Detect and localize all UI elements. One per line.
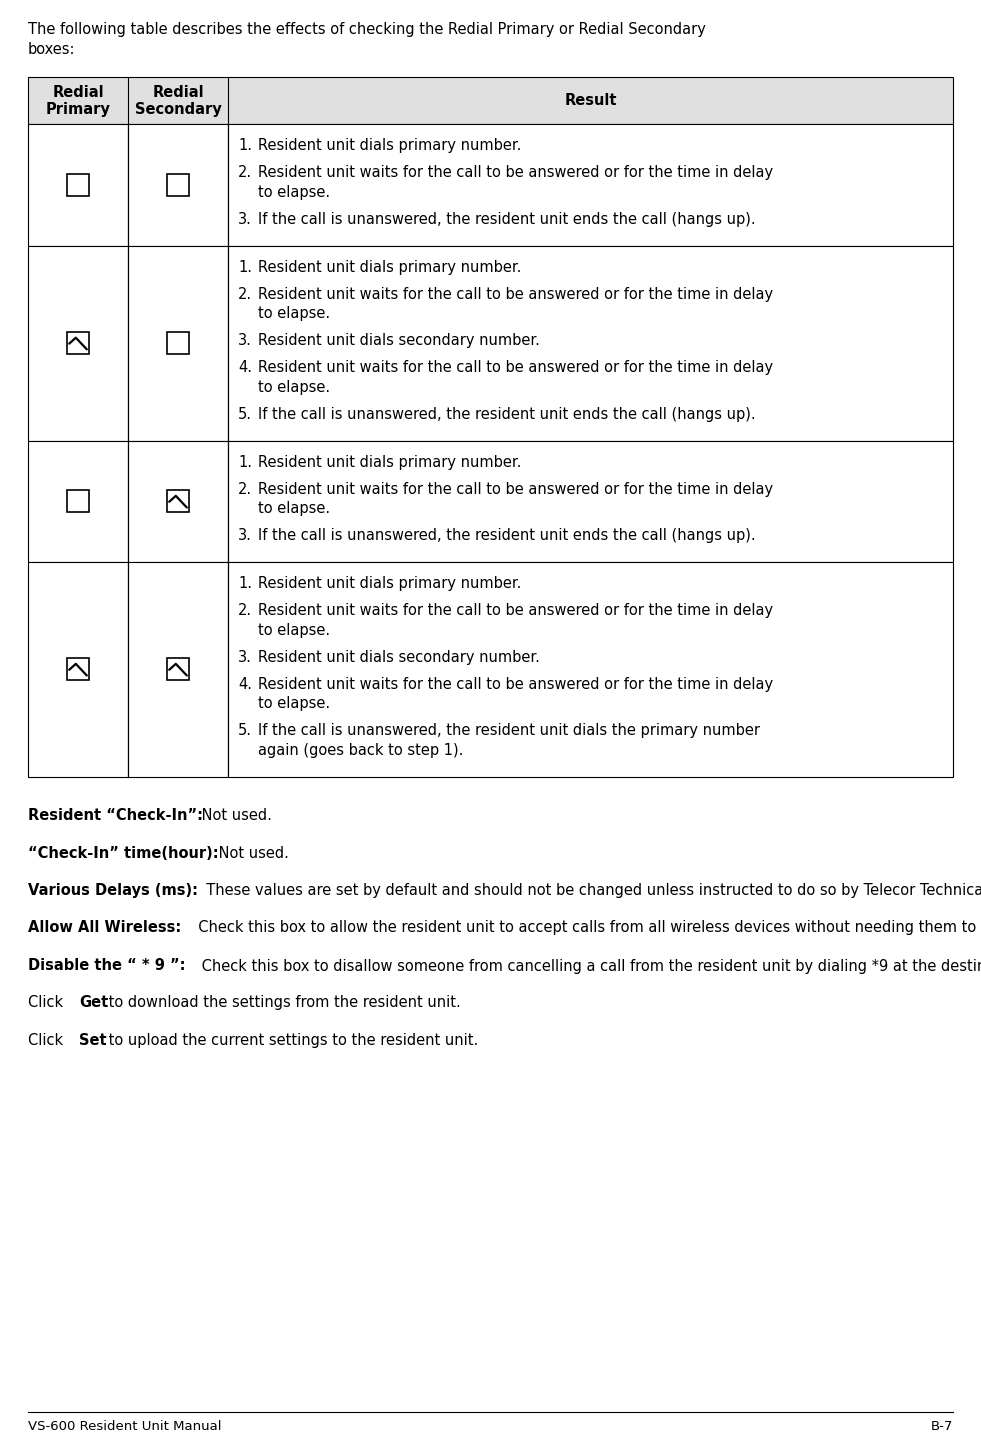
Text: Set: Set — [78, 1032, 106, 1048]
Text: 2.: 2. — [238, 603, 252, 619]
Text: Not used.: Not used. — [197, 809, 272, 823]
Text: Click: Click — [28, 1032, 68, 1048]
Text: to download the settings from the resident unit.: to download the settings from the reside… — [104, 995, 461, 1011]
Text: Get: Get — [78, 995, 108, 1011]
Bar — [67, 333, 89, 354]
Bar — [28, 125, 128, 245]
Text: If the call is unanswered, the resident unit ends the call (hangs up).: If the call is unanswered, the resident … — [258, 407, 755, 423]
Text: 3.: 3. — [238, 649, 252, 665]
Text: Resident unit waits for the call to be answered or for the time in delay: Resident unit waits for the call to be a… — [258, 166, 773, 180]
Text: If the call is unanswered, the resident unit ends the call (hangs up).: If the call is unanswered, the resident … — [258, 212, 755, 227]
Text: “Check-In” time(hour):: “Check-In” time(hour): — [28, 845, 219, 861]
Text: Resident unit dials primary number.: Resident unit dials primary number. — [258, 454, 521, 469]
Text: 1.: 1. — [238, 454, 252, 469]
Text: Resident unit waits for the call to be answered or for the time in delay: Resident unit waits for the call to be a… — [258, 286, 773, 302]
Bar — [228, 245, 953, 441]
Bar — [128, 245, 228, 441]
Text: Resident unit dials primary number.: Resident unit dials primary number. — [258, 138, 521, 154]
Text: 2.: 2. — [238, 166, 252, 180]
Bar — [67, 491, 89, 513]
Text: If the call is unanswered, the resident unit ends the call (hangs up).: If the call is unanswered, the resident … — [258, 529, 755, 543]
Text: B-7: B-7 — [931, 1420, 953, 1433]
Text: Disable the “ * 9 ”:: Disable the “ * 9 ”: — [28, 958, 185, 973]
Text: to elapse.: to elapse. — [258, 697, 331, 711]
Text: to elapse.: to elapse. — [258, 623, 331, 637]
Bar — [228, 562, 953, 777]
Text: Resident unit waits for the call to be answered or for the time in delay: Resident unit waits for the call to be a… — [258, 482, 773, 497]
Bar — [67, 174, 89, 196]
Bar — [28, 77, 953, 125]
Bar — [228, 125, 953, 245]
Bar — [128, 125, 228, 245]
Text: 1.: 1. — [238, 138, 252, 154]
Text: 5.: 5. — [238, 723, 252, 738]
Text: 2.: 2. — [238, 482, 252, 497]
Text: Resident unit dials primary number.: Resident unit dials primary number. — [258, 576, 521, 591]
Bar — [128, 562, 228, 777]
Bar — [167, 491, 189, 513]
Text: 2.: 2. — [238, 286, 252, 302]
Bar — [28, 245, 128, 441]
Text: Not used.: Not used. — [214, 845, 289, 861]
Text: 4.: 4. — [238, 360, 252, 375]
Text: to elapse.: to elapse. — [258, 380, 331, 395]
Text: Redial
Primary: Redial Primary — [45, 84, 111, 118]
Text: Resident “Check-In”:: Resident “Check-In”: — [28, 809, 203, 823]
Text: 4.: 4. — [238, 677, 252, 691]
Text: Allow All Wireless:: Allow All Wireless: — [28, 921, 181, 935]
Bar — [28, 562, 128, 777]
Text: Check this box to disallow someone from cancelling a call from the resident unit: Check this box to disallow someone from … — [197, 958, 981, 974]
Text: Redial
Secondary: Redial Secondary — [134, 84, 222, 118]
Text: These values are set by default and should not be changed unless instructed to d: These values are set by default and shou… — [197, 883, 981, 897]
Text: Resident unit waits for the call to be answered or for the time in delay: Resident unit waits for the call to be a… — [258, 677, 773, 691]
Text: If the call is unanswered, the resident unit dials the primary number: If the call is unanswered, the resident … — [258, 723, 760, 738]
Text: 3.: 3. — [238, 212, 252, 227]
Text: VS-600 Resident Unit Manual: VS-600 Resident Unit Manual — [28, 1420, 222, 1433]
Bar — [167, 658, 189, 681]
Text: Various Delays (ms):: Various Delays (ms): — [28, 883, 198, 897]
Bar — [67, 658, 89, 681]
Text: Resident unit waits for the call to be answered or for the time in delay: Resident unit waits for the call to be a… — [258, 603, 773, 619]
Text: Resident unit dials secondary number.: Resident unit dials secondary number. — [258, 334, 540, 348]
Text: Click: Click — [28, 995, 68, 1011]
Bar — [167, 174, 189, 196]
Bar — [128, 441, 228, 562]
Text: Check this box to allow the resident unit to accept calls from all wireless devi: Check this box to allow the resident uni… — [188, 921, 981, 935]
Text: Result: Result — [564, 93, 617, 109]
Bar — [228, 441, 953, 562]
Text: Resident unit waits for the call to be answered or for the time in delay: Resident unit waits for the call to be a… — [258, 360, 773, 375]
Text: to elapse.: to elapse. — [258, 306, 331, 321]
Text: 5.: 5. — [238, 407, 252, 423]
Text: to elapse.: to elapse. — [258, 184, 331, 200]
Bar — [28, 441, 128, 562]
Text: 3.: 3. — [238, 334, 252, 348]
Text: 1.: 1. — [238, 260, 252, 274]
Text: Resident unit dials secondary number.: Resident unit dials secondary number. — [258, 649, 540, 665]
Text: boxes:: boxes: — [28, 42, 76, 57]
Bar — [167, 333, 189, 354]
Text: Resident unit dials primary number.: Resident unit dials primary number. — [258, 260, 521, 274]
Text: 1.: 1. — [238, 576, 252, 591]
Text: 3.: 3. — [238, 529, 252, 543]
Text: to upload the current settings to the resident unit.: to upload the current settings to the re… — [104, 1032, 479, 1048]
Text: The following table describes the effects of checking the Redial Primary or Redi: The following table describes the effect… — [28, 22, 706, 36]
Text: again (goes back to step 1).: again (goes back to step 1). — [258, 743, 463, 758]
Text: to elapse.: to elapse. — [258, 501, 331, 517]
